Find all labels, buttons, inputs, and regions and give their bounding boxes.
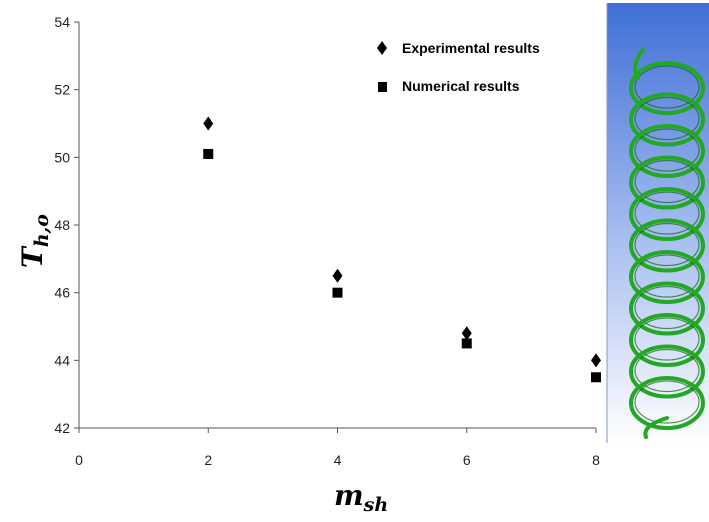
y-tick-label: 48 bbox=[54, 217, 70, 233]
experimental-point bbox=[591, 353, 601, 368]
legend: Experimental results Numerical results bbox=[377, 40, 540, 94]
legend-label-experimental: Experimental results bbox=[402, 40, 540, 56]
coil-turn-shade bbox=[634, 317, 700, 361]
y-tick-group: 42 44 46 48 50 52 54 bbox=[54, 14, 79, 436]
x-tick-label: 8 bbox=[592, 452, 600, 468]
experimental-point bbox=[203, 116, 214, 131]
x-axis-title-main: m bbox=[334, 479, 364, 512]
coil-turn-shade bbox=[634, 191, 700, 235]
numerical-point bbox=[591, 372, 601, 383]
numerical-point bbox=[203, 148, 214, 159]
x-tick-label: 4 bbox=[334, 452, 342, 468]
coil-head bbox=[633, 48, 645, 80]
coil-turn bbox=[629, 124, 705, 178]
coil-turn bbox=[629, 92, 705, 147]
coil-turn bbox=[629, 376, 705, 430]
coil-turn bbox=[629, 313, 705, 367]
coil-turn-shade bbox=[634, 285, 700, 330]
y-tick-label: 50 bbox=[54, 149, 70, 165]
coil-turn-shade bbox=[634, 222, 700, 267]
coil-turn-shade bbox=[634, 96, 700, 141]
coil-turn bbox=[629, 61, 705, 115]
y-axis-title: Th,o bbox=[16, 214, 53, 268]
x-tick-label: 6 bbox=[463, 452, 471, 468]
x-tick-label: 0 bbox=[75, 452, 83, 468]
coil-turn-shade bbox=[634, 348, 700, 393]
coil-turn bbox=[629, 187, 705, 241]
y-tick-label: 54 bbox=[54, 14, 70, 30]
legend-diamond-marker bbox=[377, 41, 387, 55]
y-tick-label: 44 bbox=[54, 352, 70, 368]
helical-coil-image bbox=[606, 3, 709, 443]
coil-turn bbox=[629, 344, 705, 399]
experimental-point bbox=[461, 326, 472, 341]
y-tick-label: 46 bbox=[54, 285, 70, 301]
x-axis-title-sub: sh bbox=[363, 494, 389, 516]
legend-label-numerical: Numerical results bbox=[402, 78, 520, 94]
legend-square-marker bbox=[378, 82, 387, 92]
coil-turn-shade bbox=[634, 65, 700, 109]
y-tick-label: 42 bbox=[54, 420, 70, 436]
numerical-point bbox=[461, 338, 472, 349]
y-tick-label: 52 bbox=[54, 82, 70, 98]
coil-turn-shade bbox=[634, 128, 700, 172]
x-tick-label: 2 bbox=[204, 452, 212, 468]
y-axis-title-sub: h,o bbox=[31, 214, 53, 247]
y-axis-title-main: T bbox=[16, 245, 49, 268]
numerical-point bbox=[332, 287, 343, 298]
coil-turn-shade bbox=[634, 254, 700, 298]
coil-turns bbox=[629, 61, 705, 430]
coil-tail bbox=[643, 416, 669, 439]
coil-turn bbox=[629, 155, 705, 210]
coil-turn bbox=[629, 281, 705, 336]
x-axis-title: msh bbox=[334, 479, 388, 516]
coil-turn bbox=[629, 250, 705, 304]
data-markers bbox=[203, 116, 601, 383]
coil-turn-shade bbox=[634, 380, 700, 424]
coil-turn bbox=[629, 218, 705, 273]
coil-turn-shade bbox=[634, 159, 700, 204]
x-tick-group: 0 2 4 6 8 bbox=[75, 428, 600, 468]
experimental-point bbox=[332, 268, 343, 283]
